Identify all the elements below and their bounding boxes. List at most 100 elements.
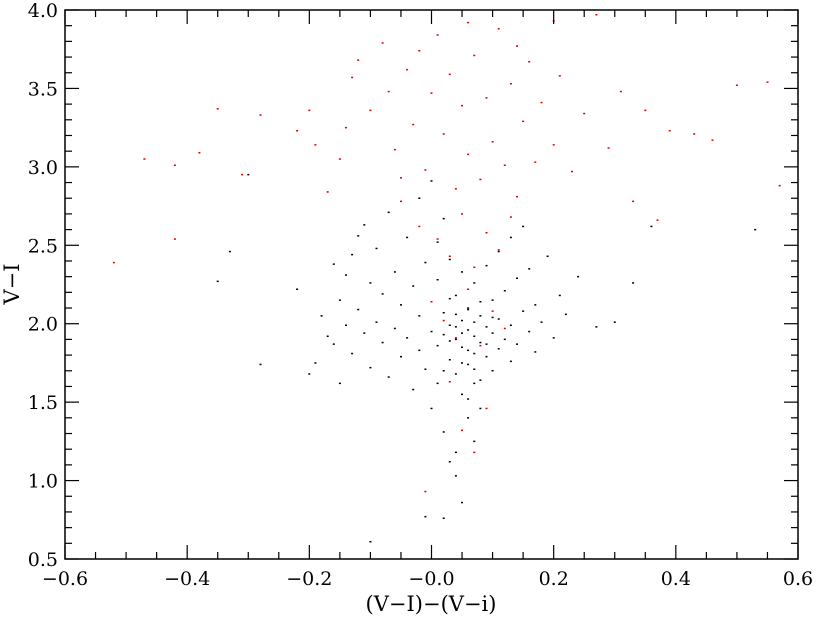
data-point-red [607,147,610,149]
x-tick-label: 0.6 [783,568,813,590]
data-point-black [369,366,372,369]
data-point-red [693,133,696,135]
points-layer [112,14,781,543]
data-point-red [766,81,769,83]
data-point-black [363,332,366,334]
data-point-black [467,307,470,309]
data-point-red [528,61,531,63]
data-point-black [387,376,390,378]
data-point-red [485,232,488,234]
data-point-black [467,308,470,311]
x-tick-label: 0.4 [661,568,691,590]
data-point-black [436,344,439,347]
data-point-black [436,241,439,243]
data-point-red [173,238,176,240]
data-point-red [473,451,476,454]
data-point-black [558,294,561,297]
plot-frame [64,9,799,560]
data-point-red [632,200,635,203]
data-point-red [424,490,427,493]
data-point-red [296,130,299,132]
data-point-black [564,313,567,316]
data-point-red [326,191,329,193]
data-point-black [473,335,476,337]
data-point-black [424,261,427,264]
x-tick-label: −0.6 [42,568,88,590]
data-point-black [375,247,378,250]
data-point-red [112,261,115,264]
data-point-red [345,126,347,129]
data-point-black [387,211,390,214]
data-point-black [442,370,445,372]
data-point-black [467,417,470,419]
data-point-black [577,275,580,278]
data-point-red [540,101,543,104]
data-point-red [552,144,555,146]
data-point-red [461,213,463,215]
data-point-black [332,263,335,265]
x-tick-label: −0.2 [286,568,332,590]
y-tick-label: 2.5 [28,235,58,257]
data-point-black [442,312,445,314]
data-point-black [516,343,518,345]
data-point-black [552,337,555,339]
y-tick-label: 1.0 [28,471,58,493]
data-point-black [296,288,299,290]
data-point-red [406,68,409,71]
data-point-red [497,28,500,30]
data-point-red [461,429,463,432]
data-point-red [467,153,470,156]
data-point-red [516,45,518,47]
data-point-black [369,282,372,284]
data-point-black [454,338,457,341]
data-point-red [516,195,518,198]
data-point-black [332,343,335,345]
data-point-red [424,169,427,171]
y-tick-label: 0.5 [28,549,58,571]
y-axis-label: V−I [0,263,24,305]
data-point-black [406,236,409,239]
data-point-red [418,50,421,52]
data-point-red [400,200,402,203]
data-point-black [418,349,421,352]
data-point-black [369,541,372,543]
data-point-red [448,73,451,76]
data-point-black [485,264,488,267]
data-point-red [522,120,525,123]
data-point-red [454,188,457,190]
data-point-black [430,330,433,333]
data-point-red [571,170,573,173]
data-point-black [473,282,476,284]
data-point-black [406,337,409,339]
data-point-black [485,343,488,345]
data-point-black [351,253,354,256]
data-point-red [778,184,781,187]
data-point-black [485,326,488,328]
x-tick-label: 0.2 [539,568,569,590]
data-point-black [491,316,494,319]
data-point-red [479,178,482,181]
data-point-black [497,250,500,253]
data-point-red [259,114,262,116]
data-point-black [448,359,451,361]
data-point-black [247,173,250,176]
data-point-red [711,139,714,141]
data-point-black [448,324,451,326]
data-point-black [467,398,470,400]
data-point-red [461,104,463,107]
data-point-black [522,310,525,312]
data-point-red [619,90,622,93]
data-point-black [363,224,366,226]
data-point-black [461,271,463,273]
data-point-red [558,75,561,77]
data-point-black [485,355,488,358]
data-point-red [644,109,647,112]
data-point-black [467,329,470,331]
data-point-red [656,219,659,221]
data-point-black [454,373,457,375]
data-point-black [393,327,396,330]
data-point-red [387,90,390,93]
y-tick-label: 1.5 [28,392,58,414]
x-tick-label: −0.0 [408,568,454,590]
